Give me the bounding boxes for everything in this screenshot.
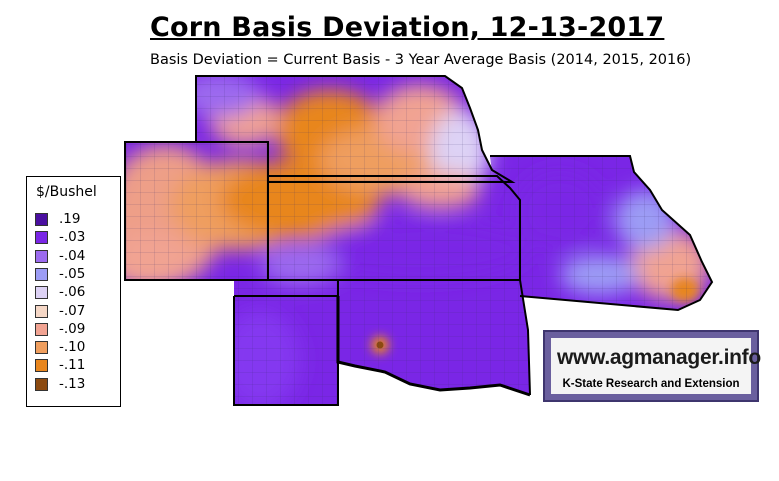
legend-label: -.10 xyxy=(59,339,86,356)
legend-swatch xyxy=(35,359,48,373)
legend-label: -.11 xyxy=(59,357,86,374)
legend-label: -.04 xyxy=(59,247,86,264)
legend-label: -.06 xyxy=(59,284,86,301)
legend-swatch xyxy=(35,341,48,355)
legend-swatch xyxy=(35,267,48,281)
texas-border xyxy=(336,296,531,397)
legend-label: -.13 xyxy=(59,375,86,392)
legend-label: -.07 xyxy=(59,302,86,319)
missouri-border xyxy=(490,155,714,312)
logo-url: www.agmanager.info xyxy=(557,346,761,369)
legend-swatch xyxy=(35,286,48,300)
legend-swatch xyxy=(35,377,48,391)
legend-swatch xyxy=(35,249,48,263)
legend-label: -.09 xyxy=(59,320,86,337)
oklahoma-border xyxy=(234,279,531,396)
agmanager-logo: www.agmanager.info K-State Research and … xyxy=(543,330,761,402)
legend-swatch xyxy=(35,304,48,318)
legend-label: .19 xyxy=(59,211,81,227)
kansas-border xyxy=(267,175,521,281)
map-subtitle: Basis Deviation = Current Basis - 3 Year… xyxy=(150,52,692,68)
legend-swatch xyxy=(35,322,48,336)
legend-title: $/Bushel xyxy=(36,184,97,200)
legend: $/Bushel .19 -.03 -.04 -.05 -.06 -.07 -.09 -.10… xyxy=(26,176,121,407)
map-title: Corn Basis Deviation, 12-13-2017 xyxy=(150,12,665,43)
legend-swatch xyxy=(35,231,48,245)
legend-label: -.03 xyxy=(59,229,86,246)
logo-subtitle: K-State Research and Extension xyxy=(562,378,740,390)
legend-swatch xyxy=(35,213,48,226)
legend-label: -.05 xyxy=(59,265,86,282)
